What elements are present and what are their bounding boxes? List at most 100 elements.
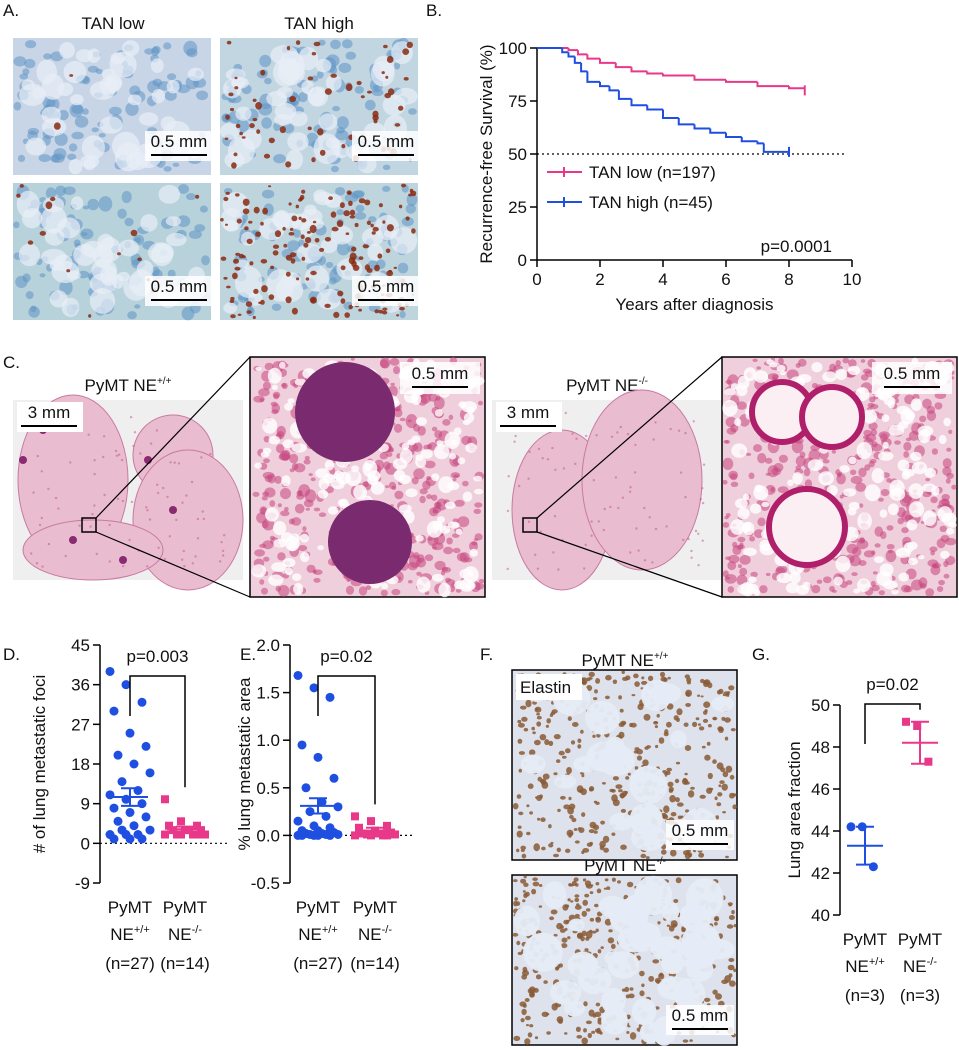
tissue-speck	[333, 311, 340, 318]
tissue-speck	[225, 223, 228, 226]
tissue-speck	[292, 228, 301, 238]
tissue-speck	[719, 780, 725, 784]
tissue-speck	[938, 434, 947, 445]
tissue-speck	[541, 1011, 549, 1017]
tissue-speck	[703, 701, 711, 708]
tissue-speck	[368, 216, 377, 223]
tissue-speck	[517, 719, 522, 724]
tissue-speck	[785, 582, 800, 594]
tissue-speck	[349, 215, 356, 219]
tissue-speck	[13, 101, 22, 111]
tissue-speck	[541, 846, 546, 851]
tissue-speck	[674, 778, 680, 784]
x-tick-label: NE-/-	[168, 924, 202, 944]
tissue-speck	[57, 507, 60, 510]
tissue-speck	[629, 1032, 637, 1040]
y-tick-label: 50	[508, 145, 527, 164]
tissue-speck	[272, 244, 280, 249]
tissue-speck	[249, 261, 254, 266]
y-tick-label: -0.5	[251, 874, 280, 893]
zoom-line	[536, 356, 723, 519]
tissue-speck	[807, 459, 824, 471]
tissue-speck	[442, 419, 451, 426]
data-point	[177, 817, 185, 826]
tissue-speck	[336, 116, 349, 130]
tissue-speck	[634, 766, 639, 770]
tissue-speck	[627, 772, 631, 776]
tissue-speck	[118, 453, 121, 456]
tissue-speck	[554, 468, 557, 471]
tissue-speck	[726, 924, 734, 929]
tissue-speck	[765, 472, 771, 476]
data-point	[117, 777, 127, 787]
tissue-speck	[622, 676, 629, 681]
tissue-speck	[633, 471, 637, 474]
tissue-speck	[274, 113, 293, 126]
tissue-speck	[273, 521, 287, 536]
tissue-speck	[940, 550, 950, 560]
tissue-speck	[459, 568, 474, 579]
tissue-speck	[595, 678, 601, 684]
tissue-speck	[68, 143, 78, 152]
tissue-speck	[269, 535, 275, 540]
tissue-speck	[667, 676, 671, 680]
survival-step	[662, 73, 695, 77]
tissue-speck	[93, 472, 96, 476]
label-sup: -/-	[192, 924, 203, 936]
tissue-speck	[413, 468, 425, 480]
tissue-speck	[393, 408, 403, 418]
tissue-speck	[796, 585, 809, 595]
tissue-speck	[523, 882, 529, 887]
tissue-speck	[513, 879, 518, 883]
data-point	[105, 666, 115, 676]
tissue-speck	[864, 484, 881, 502]
tissue-speck	[553, 933, 558, 937]
tissue-speck	[514, 897, 519, 901]
x-tick-label: PyMT	[353, 898, 397, 917]
tissue-speck	[268, 435, 280, 445]
tissue-speck	[565, 748, 571, 754]
tissue-speck	[474, 533, 483, 541]
tissue-speck	[641, 680, 648, 685]
tissue-speck	[839, 465, 850, 473]
tissue-speck	[385, 485, 390, 489]
tissue-speck	[81, 135, 105, 160]
label-sup: +/+	[869, 956, 885, 968]
significance-bracket	[317, 675, 376, 805]
tissue-speck	[325, 74, 342, 91]
tissue-speck	[348, 304, 353, 310]
tissue-speck	[379, 359, 389, 369]
tissue-speck	[549, 713, 554, 717]
tissue-speck	[303, 242, 309, 248]
tissue-speck	[672, 923, 677, 927]
tissue-speck	[717, 726, 724, 732]
tissue-speck	[585, 930, 593, 939]
tissue-speck	[474, 502, 483, 508]
tissue-speck	[374, 264, 380, 272]
tissue-speck	[358, 198, 366, 204]
tissue-speck	[147, 242, 174, 263]
tissue-speck	[698, 723, 701, 726]
zoom-line	[95, 356, 251, 519]
tissue-speck	[878, 590, 885, 596]
tissue-speck	[641, 983, 645, 988]
tissue-speck	[294, 503, 305, 514]
tissue-speck	[525, 1015, 531, 1021]
tissue-speck	[248, 220, 253, 224]
data-point	[137, 697, 147, 707]
tissue-speck	[886, 525, 894, 531]
tissue-speck	[531, 726, 535, 731]
tissue-speck	[745, 452, 752, 456]
tissue-speck	[850, 469, 857, 476]
tissue-speck	[280, 272, 301, 288]
data-point	[309, 683, 319, 693]
tissue-speck	[652, 959, 660, 964]
tissue-speck	[71, 104, 84, 115]
tissue-speck	[114, 449, 118, 453]
tissue-speck	[260, 259, 268, 264]
tissue-speck	[527, 520, 531, 523]
tissue-speck	[858, 560, 867, 566]
legend-label: TAN low (n=197)	[589, 163, 716, 182]
tissue-speck	[550, 909, 558, 915]
tissue-speck	[435, 522, 442, 527]
